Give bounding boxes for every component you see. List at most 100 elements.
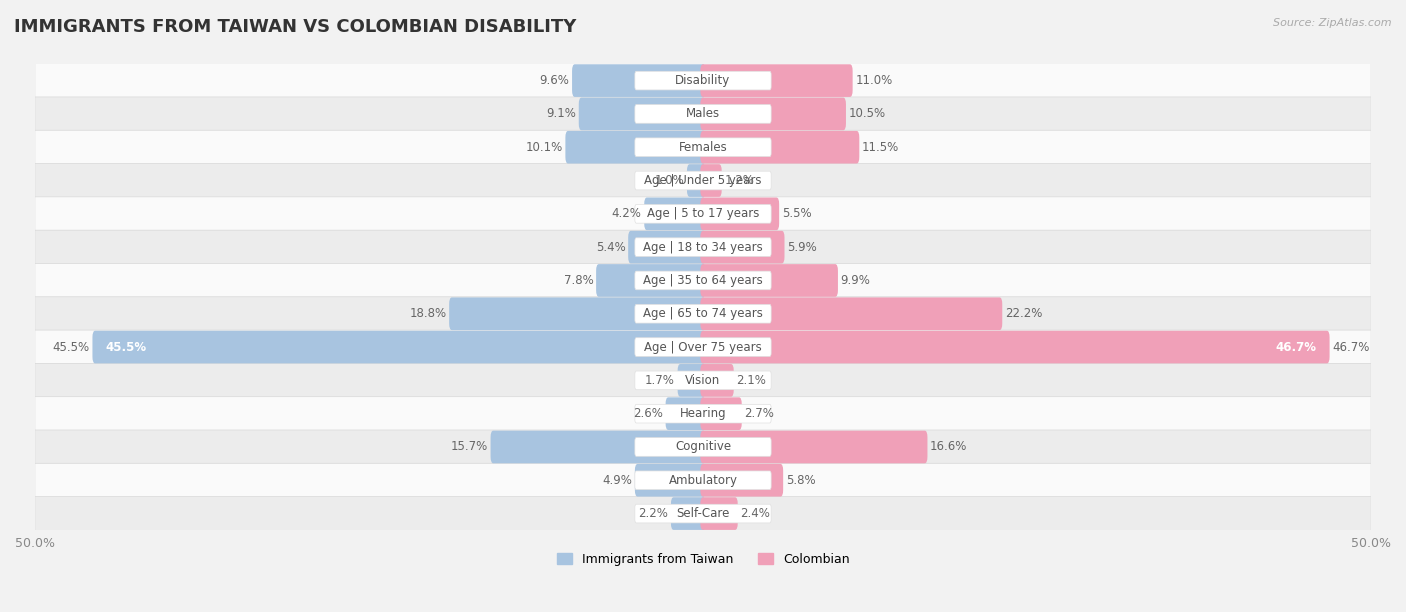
Text: Source: ZipAtlas.com: Source: ZipAtlas.com: [1274, 18, 1392, 28]
FancyBboxPatch shape: [688, 164, 706, 197]
Text: 1.2%: 1.2%: [724, 174, 754, 187]
Text: 46.7%: 46.7%: [1275, 340, 1316, 354]
FancyBboxPatch shape: [35, 97, 1371, 131]
Text: Vision: Vision: [685, 374, 721, 387]
Text: 16.6%: 16.6%: [931, 441, 967, 453]
FancyBboxPatch shape: [700, 231, 785, 263]
Text: 5.9%: 5.9%: [787, 241, 817, 253]
Text: Hearing: Hearing: [679, 407, 727, 420]
FancyBboxPatch shape: [35, 297, 1371, 330]
Text: 4.2%: 4.2%: [612, 207, 641, 220]
Text: Age | Under 5 years: Age | Under 5 years: [644, 174, 762, 187]
FancyBboxPatch shape: [700, 464, 783, 496]
Text: 9.6%: 9.6%: [540, 74, 569, 87]
Text: 22.2%: 22.2%: [1005, 307, 1042, 320]
Text: Disability: Disability: [675, 74, 731, 87]
FancyBboxPatch shape: [644, 198, 706, 230]
FancyBboxPatch shape: [636, 405, 770, 423]
Text: IMMIGRANTS FROM TAIWAN VS COLOMBIAN DISABILITY: IMMIGRANTS FROM TAIWAN VS COLOMBIAN DISA…: [14, 18, 576, 36]
FancyBboxPatch shape: [636, 271, 770, 289]
Text: 45.5%: 45.5%: [105, 340, 148, 354]
Text: Age | 35 to 64 years: Age | 35 to 64 years: [643, 274, 763, 287]
Text: Cognitive: Cognitive: [675, 441, 731, 453]
Text: Males: Males: [686, 108, 720, 121]
Text: 45.5%: 45.5%: [52, 340, 90, 354]
Text: 15.7%: 15.7%: [451, 441, 488, 453]
FancyBboxPatch shape: [35, 397, 1371, 431]
FancyBboxPatch shape: [636, 504, 770, 523]
FancyBboxPatch shape: [449, 297, 706, 330]
Text: 9.1%: 9.1%: [546, 108, 576, 121]
FancyBboxPatch shape: [678, 364, 706, 397]
FancyBboxPatch shape: [700, 198, 779, 230]
FancyBboxPatch shape: [35, 197, 1371, 231]
FancyBboxPatch shape: [35, 263, 1371, 297]
FancyBboxPatch shape: [35, 130, 1371, 164]
FancyBboxPatch shape: [636, 71, 770, 90]
Legend: Immigrants from Taiwan, Colombian: Immigrants from Taiwan, Colombian: [557, 553, 849, 566]
Text: 18.8%: 18.8%: [409, 307, 447, 320]
FancyBboxPatch shape: [35, 330, 1371, 364]
Text: 1.7%: 1.7%: [645, 374, 675, 387]
Text: 10.5%: 10.5%: [849, 108, 886, 121]
Text: 5.5%: 5.5%: [782, 207, 811, 220]
FancyBboxPatch shape: [35, 463, 1371, 498]
FancyBboxPatch shape: [636, 138, 770, 157]
FancyBboxPatch shape: [636, 304, 770, 323]
FancyBboxPatch shape: [700, 297, 1002, 330]
FancyBboxPatch shape: [700, 164, 721, 197]
FancyBboxPatch shape: [636, 171, 770, 190]
FancyBboxPatch shape: [636, 338, 770, 356]
Text: 5.4%: 5.4%: [596, 241, 626, 253]
FancyBboxPatch shape: [636, 371, 770, 390]
FancyBboxPatch shape: [636, 471, 770, 490]
Text: Age | 5 to 17 years: Age | 5 to 17 years: [647, 207, 759, 220]
FancyBboxPatch shape: [700, 264, 838, 297]
FancyBboxPatch shape: [579, 97, 706, 130]
Text: Ambulatory: Ambulatory: [668, 474, 738, 487]
FancyBboxPatch shape: [628, 231, 706, 263]
Text: 2.2%: 2.2%: [638, 507, 668, 520]
Text: 2.7%: 2.7%: [744, 407, 775, 420]
FancyBboxPatch shape: [700, 397, 742, 430]
FancyBboxPatch shape: [636, 464, 706, 496]
FancyBboxPatch shape: [700, 131, 859, 163]
FancyBboxPatch shape: [35, 64, 1371, 97]
Text: 2.1%: 2.1%: [737, 374, 766, 387]
FancyBboxPatch shape: [491, 431, 706, 463]
FancyBboxPatch shape: [665, 397, 706, 430]
FancyBboxPatch shape: [572, 64, 706, 97]
FancyBboxPatch shape: [596, 264, 706, 297]
FancyBboxPatch shape: [565, 131, 706, 163]
Text: 11.5%: 11.5%: [862, 141, 900, 154]
FancyBboxPatch shape: [35, 364, 1371, 397]
FancyBboxPatch shape: [636, 438, 770, 457]
Text: Females: Females: [679, 141, 727, 154]
FancyBboxPatch shape: [700, 498, 738, 530]
Text: 2.6%: 2.6%: [633, 407, 662, 420]
FancyBboxPatch shape: [700, 64, 852, 97]
FancyBboxPatch shape: [700, 364, 734, 397]
Text: 10.1%: 10.1%: [526, 141, 562, 154]
FancyBboxPatch shape: [35, 430, 1371, 464]
Text: 5.8%: 5.8%: [786, 474, 815, 487]
Text: Age | 65 to 74 years: Age | 65 to 74 years: [643, 307, 763, 320]
Text: 4.9%: 4.9%: [602, 474, 633, 487]
FancyBboxPatch shape: [93, 330, 706, 364]
FancyBboxPatch shape: [636, 238, 770, 256]
Text: 46.7%: 46.7%: [1333, 340, 1369, 354]
FancyBboxPatch shape: [636, 105, 770, 123]
Text: 9.9%: 9.9%: [841, 274, 870, 287]
FancyBboxPatch shape: [700, 431, 928, 463]
FancyBboxPatch shape: [671, 498, 706, 530]
FancyBboxPatch shape: [636, 204, 770, 223]
FancyBboxPatch shape: [700, 330, 1330, 364]
FancyBboxPatch shape: [700, 97, 846, 130]
Text: Self-Care: Self-Care: [676, 507, 730, 520]
FancyBboxPatch shape: [35, 163, 1371, 198]
Text: 7.8%: 7.8%: [564, 274, 593, 287]
Text: 11.0%: 11.0%: [855, 74, 893, 87]
Text: Age | Over 75 years: Age | Over 75 years: [644, 340, 762, 354]
FancyBboxPatch shape: [35, 230, 1371, 264]
Text: Age | 18 to 34 years: Age | 18 to 34 years: [643, 241, 763, 253]
